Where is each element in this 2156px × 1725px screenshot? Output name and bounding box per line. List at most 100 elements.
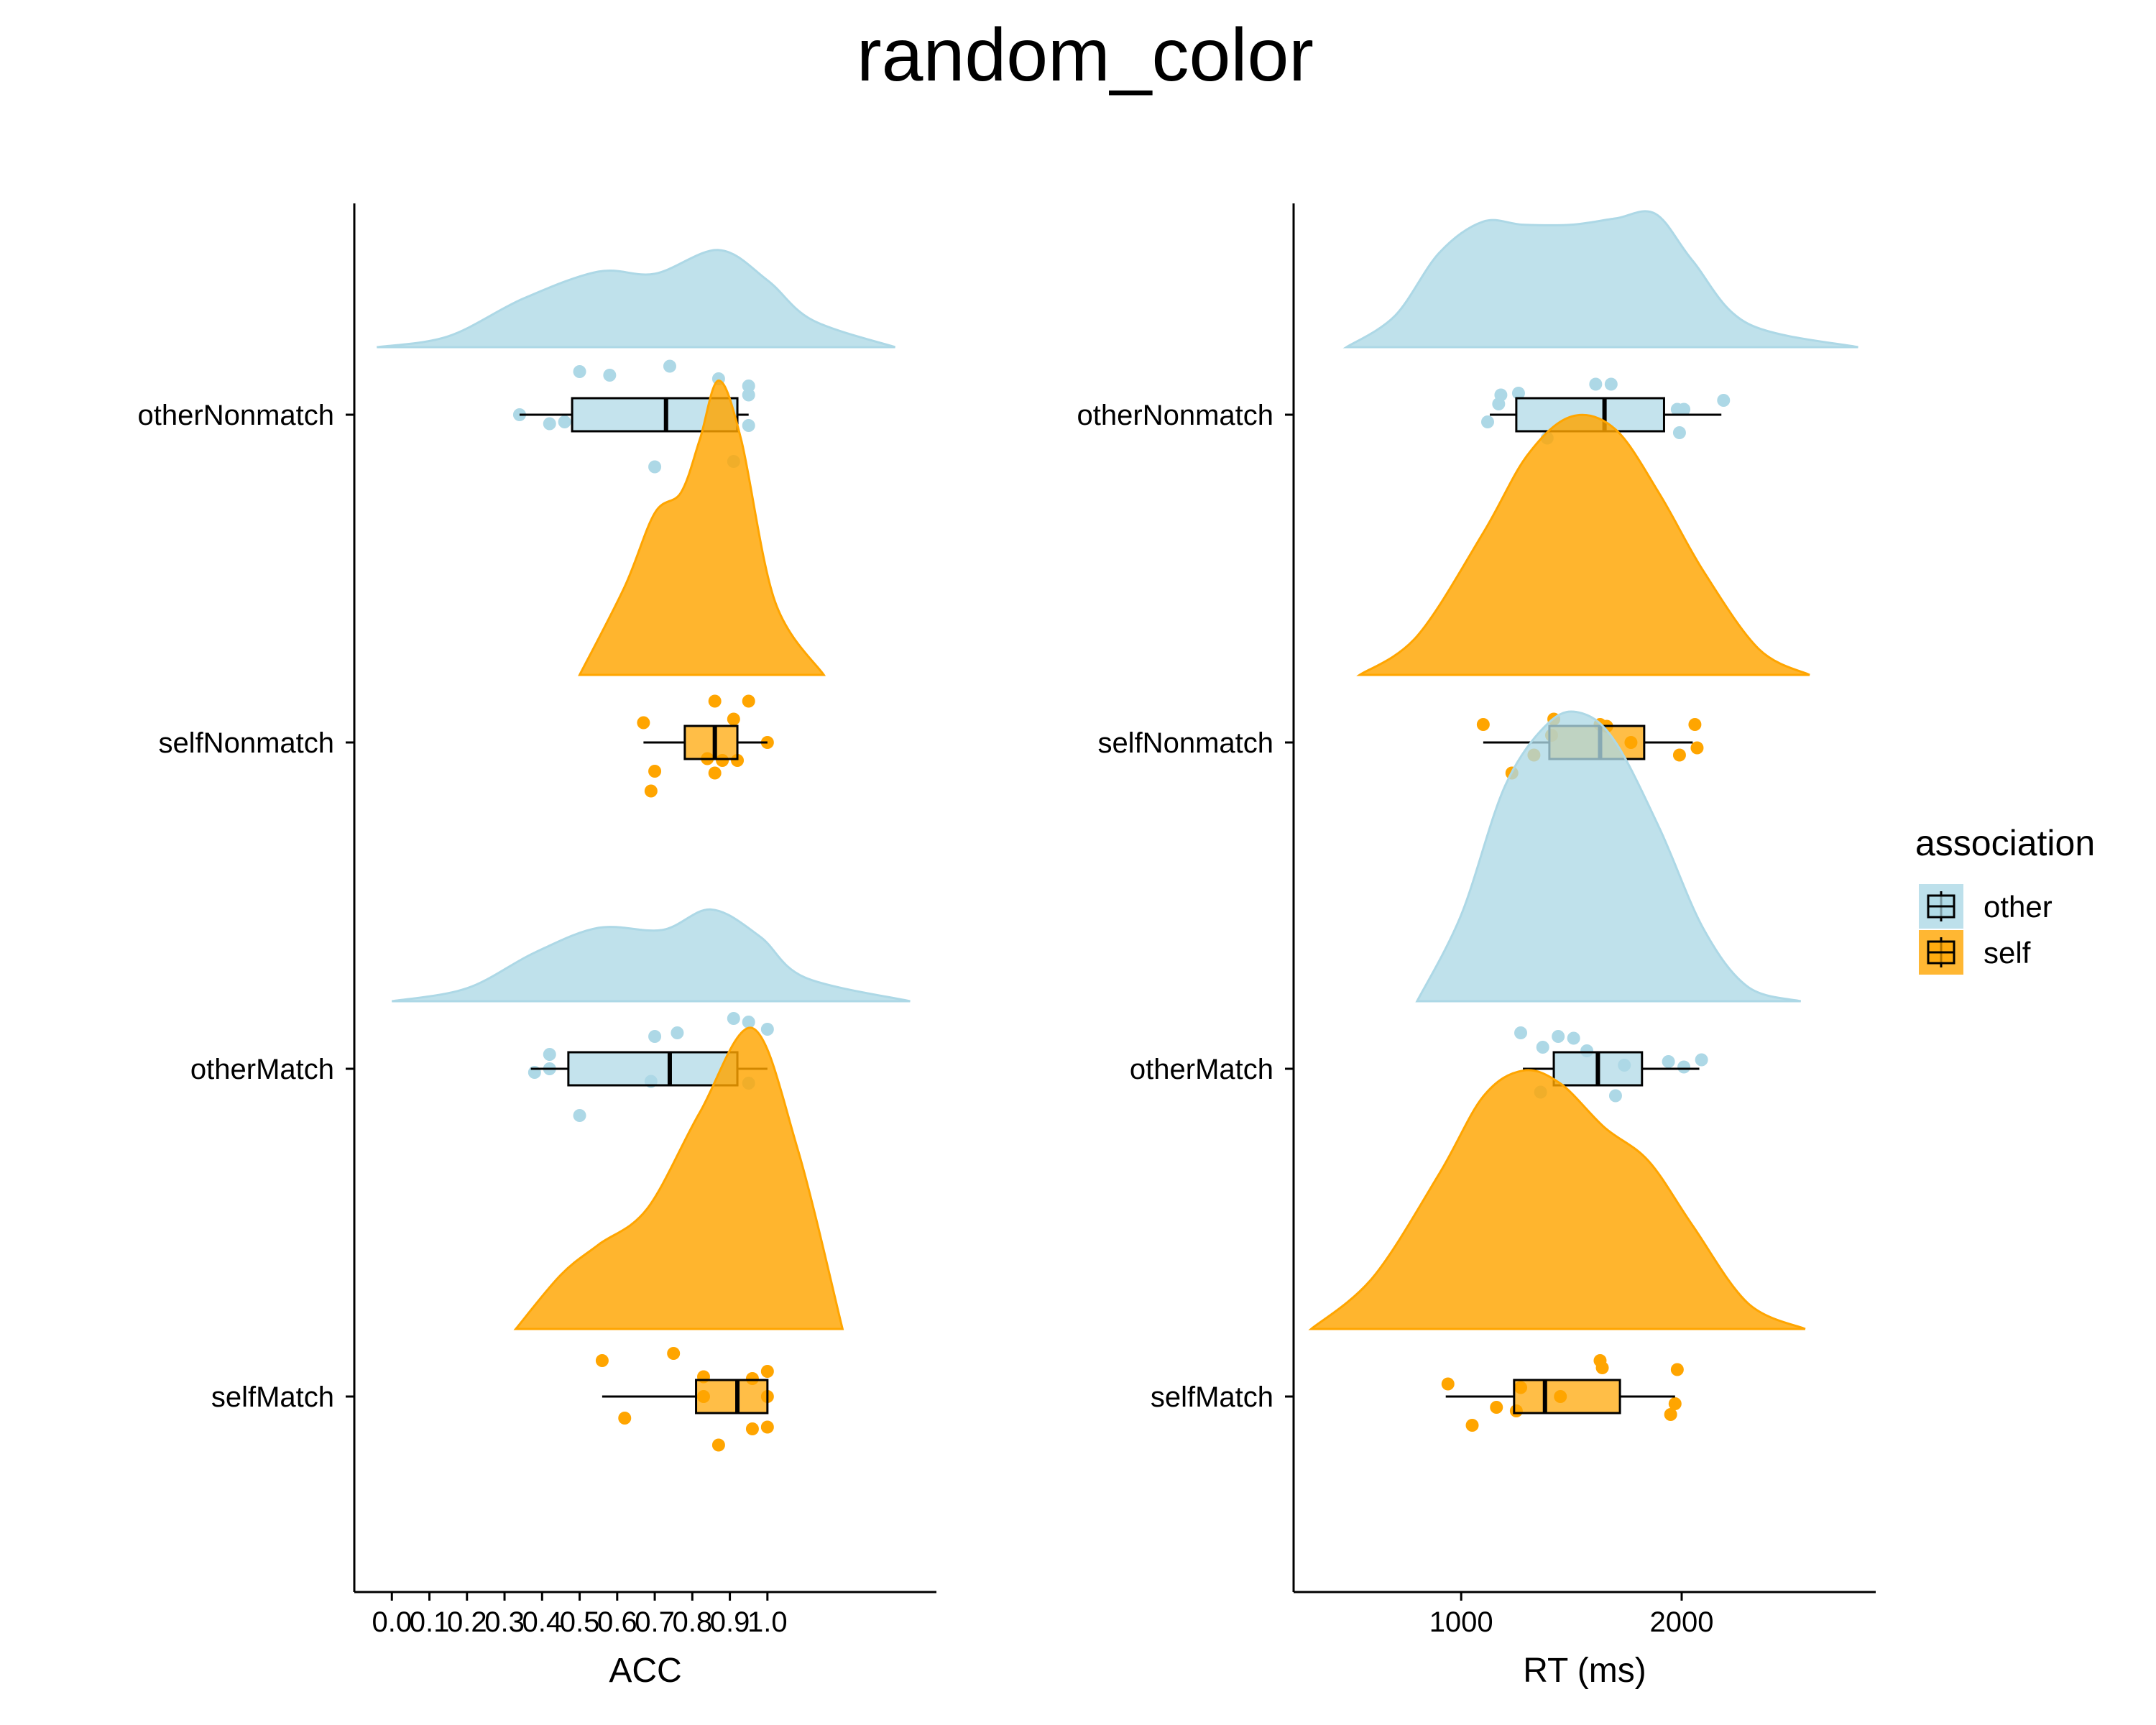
legend: association other self (1915, 823, 2095, 975)
chart-title: random_color (857, 14, 1314, 97)
data-point (1604, 377, 1618, 391)
data-point (637, 716, 650, 730)
legend-key-self (1919, 930, 1963, 975)
data-point (1608, 1089, 1622, 1103)
data-point (1677, 1060, 1691, 1074)
data-point (760, 1023, 774, 1036)
x-tick-label: 1000 (1429, 1606, 1493, 1638)
group-otherMatch (392, 908, 911, 1122)
x-tick-label: 0.5 (560, 1606, 600, 1638)
group-otherNonmatch (377, 249, 895, 474)
data-point (667, 1347, 681, 1360)
y-tick-label-selfMatch: selfMatch (211, 1381, 334, 1413)
data-point (760, 1365, 774, 1378)
data-point (573, 365, 586, 378)
data-point (760, 1420, 774, 1434)
density-cloud (1415, 710, 1802, 1003)
data-point (573, 1109, 586, 1122)
legend-title: association (1915, 823, 2095, 863)
iqr-box (567, 1051, 739, 1087)
data-point (644, 784, 658, 798)
data-point (595, 1354, 609, 1367)
data-point (742, 388, 755, 402)
data-point (663, 359, 676, 373)
group-otherMatch (1415, 710, 1802, 1103)
data-point (1668, 1397, 1682, 1410)
data-point (648, 460, 662, 474)
data-point (745, 1422, 759, 1435)
data-point (1664, 1408, 1677, 1421)
density-cloud (513, 1026, 844, 1330)
density-cloud (1356, 413, 1810, 676)
data-point (1662, 1055, 1675, 1068)
x-tick-label: 0.2 (447, 1606, 487, 1638)
y-tick-label-otherMatch: otherMatch (190, 1054, 334, 1085)
x-tick-label: 0.7 (635, 1606, 675, 1638)
data-point (603, 369, 617, 382)
data-point (1670, 1363, 1684, 1376)
data-point (618, 1412, 632, 1425)
data-point (1672, 426, 1686, 439)
iqr-box (683, 724, 739, 760)
x-tick-label: 1.0 (747, 1606, 788, 1638)
data-point (711, 1438, 725, 1452)
y-tick-label-otherNonmatch: otherNonmatch (138, 400, 334, 431)
data-point (1476, 718, 1490, 731)
y-tick-label-selfNonmatch: selfNonmatch (1097, 727, 1273, 759)
x-tick-label: 2000 (1650, 1606, 1714, 1638)
data-point (1481, 415, 1494, 428)
iqr-box (695, 1379, 769, 1414)
legend-label-other: other (1984, 890, 2053, 924)
density-cloud (377, 249, 895, 349)
legend-label-self: self (1984, 936, 2031, 970)
data-point (648, 1030, 662, 1043)
group-otherNonmatch (1342, 210, 1858, 445)
x-axis-label: ACC (609, 1652, 681, 1690)
density-cloud (578, 379, 826, 676)
data-point (1595, 1361, 1609, 1374)
data-point (1441, 1377, 1455, 1391)
data-point (1589, 377, 1603, 391)
data-point (1695, 1053, 1708, 1067)
panel-rt: otherNonmatch selfNonmatch otherMatch selfM… (1077, 203, 1876, 1690)
data-point (1688, 718, 1702, 731)
data-point (708, 766, 722, 780)
data-point (1717, 394, 1731, 407)
x-tick-label: 0.1 (410, 1606, 450, 1638)
x-tick-label: 0.6 (597, 1606, 637, 1638)
y-tick-label-selfNonmatch: selfNonmatch (158, 727, 334, 759)
data-point (1514, 1026, 1528, 1039)
density-cloud (1342, 210, 1858, 349)
y-tick-label-otherMatch: otherMatch (1130, 1054, 1273, 1085)
density-cloud (392, 908, 911, 1003)
panel-acc: otherNonmatch selfNonmatch otherMatch selfM… (138, 203, 936, 1690)
x-tick-label: 0.4 (522, 1606, 562, 1638)
data-point (742, 1016, 755, 1029)
data-point (742, 694, 755, 708)
x-tick-label: 0.9 (710, 1606, 750, 1638)
data-point (708, 694, 722, 708)
data-point (1677, 402, 1691, 416)
data-point (543, 417, 556, 431)
data-point (1465, 1419, 1479, 1432)
data-point (1567, 1031, 1580, 1045)
data-point (742, 380, 755, 392)
group-selfMatch (513, 1026, 844, 1452)
iqr-box (1513, 1379, 1621, 1414)
data-point (1672, 748, 1686, 762)
data-point (558, 415, 571, 428)
x-tick-label: 0.0 (372, 1606, 412, 1638)
data-point (742, 419, 755, 432)
data-point (727, 1012, 740, 1025)
legend-key-other (1919, 884, 1963, 929)
data-point (671, 1026, 684, 1039)
data-point (1490, 1401, 1503, 1414)
data-point (1552, 1030, 1565, 1043)
x-tick-label: 0.3 (484, 1606, 525, 1638)
data-point (1492, 397, 1506, 410)
data-point (1536, 1041, 1549, 1054)
group-selfMatch (1308, 1069, 1806, 1432)
y-tick-label-selfMatch: selfMatch (1151, 1381, 1273, 1413)
y-tick-label-otherNonmatch: otherNonmatch (1077, 400, 1273, 431)
